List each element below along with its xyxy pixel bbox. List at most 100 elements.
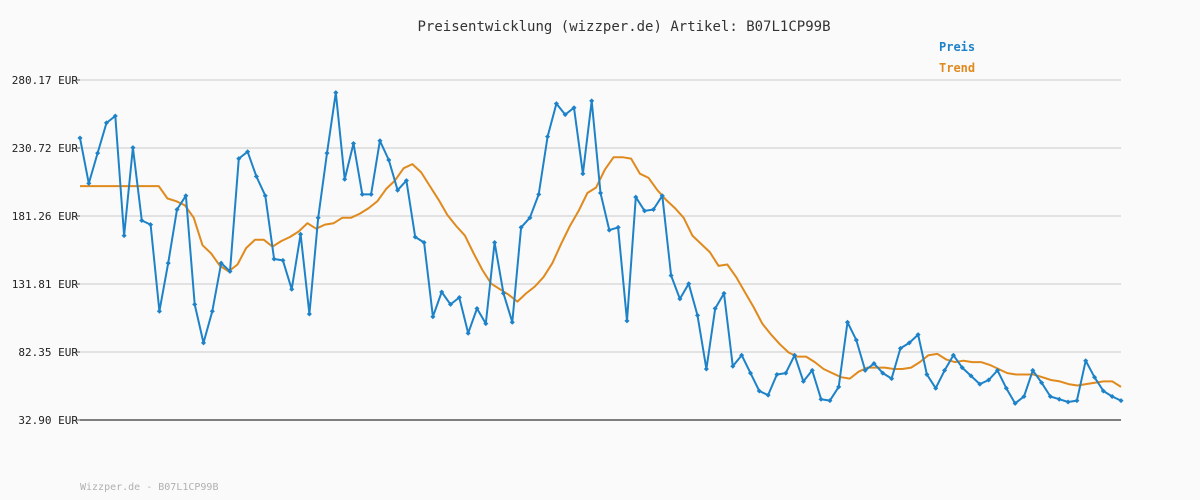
preis-point (456, 294, 462, 301)
preis-point (324, 150, 330, 156)
preis-point (959, 365, 965, 371)
y-tick-label: 181.26 EUR (12, 210, 79, 223)
preis-point (218, 260, 224, 266)
preis-series (77, 90, 1124, 406)
preis-point (421, 239, 427, 246)
preis-point (765, 392, 771, 398)
preis-point (597, 190, 604, 196)
preis-point (977, 381, 983, 387)
y-tick-label: 230.72 EUR (12, 142, 79, 155)
preis-point (1100, 388, 1106, 394)
preis-point (624, 318, 630, 324)
preis-point (1065, 399, 1071, 405)
preis-point (306, 311, 312, 317)
preis-point (156, 308, 162, 314)
preis-point (739, 352, 745, 358)
preis-point (430, 314, 436, 320)
preis-point (730, 363, 736, 369)
preis-point (1003, 385, 1009, 391)
preis-point (333, 90, 339, 96)
preis-point (245, 149, 251, 155)
preis-point (474, 305, 480, 312)
preis-point (1047, 393, 1053, 400)
preis-point (500, 290, 507, 296)
preis-point (986, 377, 992, 383)
preis-point (112, 113, 118, 119)
footer-credit: Wizzper.de - B07L1CP99B (80, 482, 219, 493)
preis-point (386, 157, 392, 163)
preis-point (889, 376, 895, 382)
preis-point (227, 268, 233, 274)
preis-point (615, 224, 621, 230)
preis-point (403, 178, 409, 184)
preis-point (827, 398, 833, 404)
preis-point (509, 319, 515, 325)
preis-point (774, 371, 780, 378)
preis-point (183, 193, 189, 199)
legend-preis: Preis (939, 40, 976, 54)
y-tick-label: 82.35 EUR (18, 346, 78, 359)
preis-point (950, 352, 956, 358)
preis-point (545, 134, 551, 140)
preis-point (933, 385, 939, 391)
preis-point (200, 340, 207, 346)
preis-point (103, 120, 110, 126)
preis-point (439, 289, 445, 295)
preis-point (703, 366, 709, 372)
preis-point (1118, 398, 1124, 404)
preis-point (836, 384, 842, 390)
trend-series (80, 156, 1122, 388)
preis-point (536, 191, 542, 197)
preis-point (994, 367, 1001, 373)
y-tick-label: 280.17 EUR (12, 74, 79, 87)
preis-point (1039, 380, 1045, 386)
preis-point (121, 233, 127, 239)
preis-point (342, 176, 348, 182)
grid-lines (80, 79, 1121, 354)
chart-title: Preisentwicklung (wizzper.de) Artikel: B… (417, 19, 831, 35)
preis-point (412, 234, 418, 240)
preis-point (148, 222, 154, 228)
preis-point (86, 180, 92, 186)
preis-point (298, 231, 304, 237)
preis-point (809, 367, 815, 373)
preis-point (589, 98, 595, 104)
preis-point (280, 257, 286, 263)
legend-trend: Trend (939, 61, 976, 75)
y-axis-ticks: 280.17 EUR 230.72 EUR 181.26 EUR 131.81 EUR… (12, 74, 80, 427)
y-tick-label: 32.90 EUR (18, 414, 78, 427)
preis-point (1021, 393, 1027, 400)
preis-point (686, 281, 692, 287)
preis-point (236, 156, 242, 162)
preis-point (447, 301, 454, 307)
preis-point (368, 191, 374, 197)
preis-point (1074, 398, 1080, 404)
preis-point (792, 352, 798, 358)
preis-point (1083, 358, 1089, 364)
preis-line (79, 91, 1122, 405)
preis-point (1091, 374, 1098, 380)
preis-point (271, 256, 277, 262)
trend-line (80, 156, 1122, 388)
preis-point (747, 370, 754, 376)
preis-point (192, 301, 198, 307)
preis-point (606, 227, 612, 233)
preis-point (1030, 367, 1036, 373)
preis-point (165, 260, 171, 266)
preis-point (1056, 396, 1062, 402)
preis-point (580, 171, 586, 177)
preis-point (315, 215, 321, 221)
preis-point (465, 330, 471, 336)
preis-point (77, 135, 83, 141)
preis-point (783, 370, 789, 376)
preis-point (694, 312, 701, 318)
preis-point (668, 272, 674, 279)
preis-point (359, 191, 365, 197)
preis-point (862, 367, 868, 373)
preis-point (95, 150, 101, 156)
preis-point (209, 308, 215, 314)
preis-point (139, 217, 145, 224)
preis-point (289, 286, 295, 292)
preis-point (871, 360, 877, 367)
